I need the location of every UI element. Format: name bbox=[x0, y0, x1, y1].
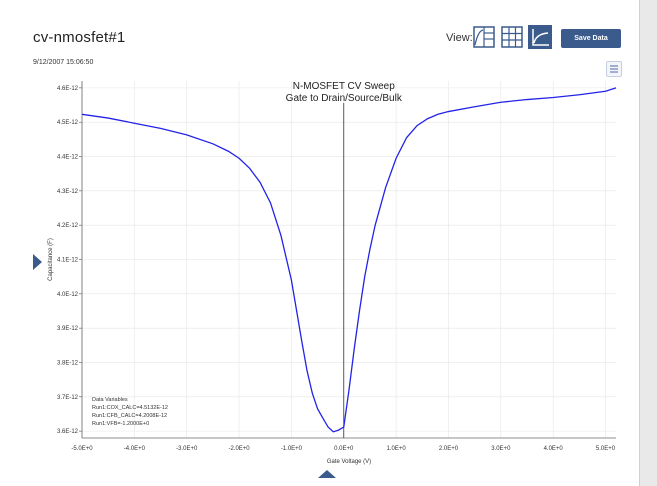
x-tick-label: 5.0E+0 bbox=[596, 446, 616, 452]
y-tick-label: 3.8E-12 bbox=[57, 360, 79, 366]
y-tick-label: 3.6E-12 bbox=[57, 429, 79, 435]
run-timestamp: 9/12/2007 15:06:50 bbox=[33, 59, 94, 66]
x-tick-label: 3.0E+0 bbox=[491, 446, 511, 452]
y-tick-label: 4.3E-12 bbox=[57, 189, 79, 195]
x-tick-label: -3.0E+0 bbox=[176, 446, 198, 452]
table-icon bbox=[501, 26, 523, 48]
graph-icon bbox=[528, 25, 552, 49]
x-tick-label: -4.0E+0 bbox=[124, 446, 146, 452]
chart-title-line-1: N-MOSFET CV Sweep bbox=[293, 81, 395, 92]
y-tick-label: 4.5E-12 bbox=[57, 120, 79, 126]
x-tick-label: 0.0E+0 bbox=[334, 446, 354, 452]
graph-panel: cv-nmosfet#1 9/12/2007 15:06:50 View: Sa… bbox=[0, 0, 640, 486]
bottom-collapse-handle[interactable] bbox=[318, 470, 336, 478]
capacitance-series-line bbox=[81, 87, 617, 433]
x-tick-label: 4.0E+0 bbox=[544, 446, 564, 452]
y-tick-label: 4.6E-12 bbox=[57, 86, 79, 92]
y-tick-label: 4.1E-12 bbox=[57, 258, 79, 264]
chart-menu-button[interactable] bbox=[606, 61, 622, 77]
chart-series bbox=[81, 87, 617, 433]
x-tick-label: 2.0E+0 bbox=[439, 446, 459, 452]
x-axis-title: Gate Voltage (V) bbox=[327, 459, 371, 465]
view-table-button[interactable] bbox=[500, 25, 524, 49]
y-axis-title: Capacitance (F) bbox=[48, 238, 54, 281]
view-graph-table-button[interactable] bbox=[472, 25, 496, 49]
graph-table-icon bbox=[473, 26, 495, 48]
x-tick-label: 1.0E+0 bbox=[387, 446, 407, 452]
view-label: View: bbox=[446, 32, 473, 44]
y-tick-label: 3.7E-12 bbox=[57, 395, 79, 401]
legend-line-cox: Run1:COX_CALC=4.5132E-12 bbox=[92, 405, 168, 411]
legend-line-cfb: Run1:CFB_CALC=4.2008E-12 bbox=[92, 413, 167, 419]
y-tick-label: 3.9E-12 bbox=[57, 326, 79, 332]
y-tick-label: 4.2E-12 bbox=[57, 223, 79, 229]
x-tick-label: -1.0E+0 bbox=[281, 446, 303, 452]
chart-grid bbox=[81, 81, 616, 438]
y-tick-label: 4.4E-12 bbox=[57, 155, 79, 161]
chart-title-line-2: Gate to Drain/Source/Bulk bbox=[286, 93, 403, 104]
left-collapse-handle[interactable] bbox=[33, 254, 42, 270]
x-tick-label: -5.0E+0 bbox=[71, 446, 93, 452]
legend-heading: Data Variables bbox=[92, 397, 128, 403]
data-variables-legend: Data Variables Run1:COX_CALC=4.5132E-12 … bbox=[92, 397, 168, 427]
save-data-button[interactable]: Save Data bbox=[561, 29, 621, 48]
hamburger-menu-icon bbox=[610, 65, 618, 73]
view-graph-button[interactable] bbox=[528, 25, 552, 49]
page-title: cv-nmosfet#1 bbox=[33, 29, 126, 46]
legend-line-vfb: Run1:VFB=-1.2000E+0 bbox=[92, 421, 149, 427]
x-tick-label: -2.0E+0 bbox=[228, 446, 250, 452]
y-tick-label: 4.0E-12 bbox=[57, 292, 79, 298]
chart-axes: -5.0E+0 -4.0E+0 -3.0E+0 -2.0E+0 -1.0E+0 0.0E+… bbox=[57, 81, 616, 452]
